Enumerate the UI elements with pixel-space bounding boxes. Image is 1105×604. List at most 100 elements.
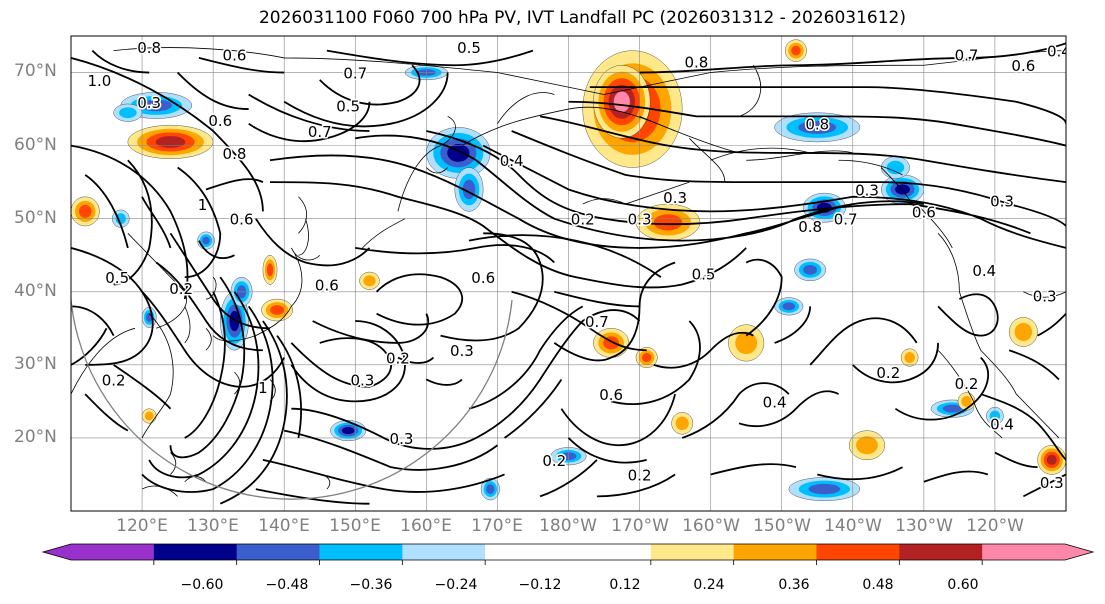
colorbar-under-arrow bbox=[43, 544, 71, 560]
contour-label: 0.6 bbox=[208, 112, 232, 130]
colorbar-segment bbox=[236, 544, 320, 560]
contour-label: 0.2 bbox=[571, 211, 595, 229]
lon-label-170e: 170°E bbox=[471, 516, 523, 536]
contour-label: 0.3 bbox=[990, 192, 1014, 210]
graticule bbox=[71, 36, 1066, 511]
contour-label: 0.2 bbox=[876, 364, 900, 382]
colorbar-segment bbox=[402, 544, 486, 560]
negative-pv-anomaly bbox=[140, 99, 173, 112]
lat-label-60n: 60°N bbox=[14, 135, 57, 155]
contour-label: 0.5 bbox=[692, 266, 716, 284]
contour-label: 0.2 bbox=[542, 452, 566, 470]
contour-label: 0.3 bbox=[390, 430, 414, 448]
lon-label-170w: 170°W bbox=[611, 516, 669, 536]
colorbar-segment bbox=[899, 544, 983, 560]
negative-pv-anomaly bbox=[486, 484, 495, 494]
colorbar-tick-p012: 0.12 bbox=[609, 577, 641, 593]
colorbar-segment bbox=[982, 544, 1066, 560]
positive-pv-anomaly bbox=[856, 436, 878, 455]
colorbar-segment bbox=[650, 544, 735, 560]
positive-pv-anomaly bbox=[641, 352, 652, 363]
colorbar-tick-p060: 0.60 bbox=[947, 577, 979, 593]
colorbar-tick-m060: −0.60 bbox=[180, 577, 224, 593]
contour-label: 0.4 bbox=[500, 152, 524, 170]
lon-label-130w: 130°W bbox=[895, 516, 953, 536]
lat-label-50n: 50°N bbox=[14, 208, 57, 228]
negative-pv-anomaly bbox=[798, 120, 837, 134]
contour-label: 1 bbox=[258, 379, 268, 397]
range-circle bbox=[71, 255, 513, 500]
contour-label: 0.5 bbox=[457, 39, 481, 57]
colorbar-segment bbox=[153, 544, 238, 560]
positive-pv-anomaly bbox=[653, 214, 683, 231]
contour-label: 1.0 bbox=[87, 72, 111, 90]
lon-label-140e: 140°E bbox=[258, 516, 310, 536]
contour-label: 0.6 bbox=[599, 386, 623, 404]
positive-pv-anomaly bbox=[904, 352, 915, 363]
contour-label: 0.3 bbox=[663, 189, 687, 207]
contour-label: 0.3 bbox=[450, 342, 474, 360]
contour-label: 0.6 bbox=[230, 211, 254, 229]
map-title: 2026031100 F060 700 hPa PV, IVT Landfall… bbox=[258, 8, 906, 28]
contour-label: 0.2 bbox=[102, 371, 126, 389]
contour-label: 0.6 bbox=[223, 46, 247, 64]
negative-pv-anomaly bbox=[895, 184, 910, 195]
lon-label-150w: 150°W bbox=[753, 516, 811, 536]
pv-anomaly-shading bbox=[71, 39, 1066, 501]
colorbar-tick-m012: −0.12 bbox=[518, 577, 562, 593]
contour-label: 0.7 bbox=[585, 313, 609, 331]
contour-label: 1 bbox=[198, 196, 208, 214]
contour-label: 0.2 bbox=[169, 280, 193, 298]
colorbar-tick-p048: 0.48 bbox=[862, 577, 894, 593]
contour-label: 0.3 bbox=[1033, 287, 1057, 305]
contour-label: 0.7 bbox=[955, 46, 979, 64]
negative-pv-anomaly bbox=[886, 160, 905, 175]
positive-pv-anomaly bbox=[1046, 454, 1057, 465]
colorbar-outline bbox=[41, 543, 1095, 561]
contour-label: 0.6 bbox=[315, 276, 339, 294]
colorbar-over-arrow bbox=[1065, 544, 1093, 560]
lat-label-20n: 20°N bbox=[14, 427, 57, 447]
contour-label: 0.2 bbox=[386, 350, 410, 368]
colorbar-segment bbox=[319, 544, 403, 560]
positive-pv-anomaly bbox=[266, 263, 274, 277]
contour-label: 0.3 bbox=[1040, 474, 1064, 492]
colorbar-tick-p036: 0.36 bbox=[778, 577, 810, 593]
contour-label: 0.2 bbox=[955, 375, 979, 393]
contour-label: 0.3 bbox=[855, 181, 879, 199]
positive-pv-anomaly bbox=[961, 395, 972, 407]
contour-label: 0.3 bbox=[628, 211, 652, 229]
contour-label: 0.8 bbox=[805, 116, 829, 134]
pv-contours bbox=[71, 43, 1066, 503]
lon-label-140w: 140°W bbox=[824, 516, 882, 536]
lon-label-160e: 160°E bbox=[400, 516, 452, 536]
colorbar bbox=[41, 543, 1095, 565]
colorbar-segment bbox=[816, 544, 900, 560]
negative-pv-anomaly bbox=[942, 404, 962, 413]
positive-pv-anomaly bbox=[155, 136, 186, 148]
negative-pv-anomaly bbox=[808, 483, 841, 495]
colorbar-segment bbox=[733, 544, 817, 560]
lon-label-120w: 120°W bbox=[966, 516, 1024, 536]
contour-label: 0.8 bbox=[137, 39, 161, 57]
positive-pv-anomaly bbox=[1014, 322, 1033, 341]
contour-label: 0.6 bbox=[912, 203, 936, 221]
colorbar-segment bbox=[485, 544, 652, 560]
contour-labels: 0.5 0.7 0.5 0.7 0.6 0.8 0.6 1.0 0.8 0.3 1 0.6 0.4 0.2… bbox=[86, 37, 1071, 493]
lon-label-150e: 150°E bbox=[329, 516, 381, 536]
lat-label-70n: 70°N bbox=[14, 61, 57, 81]
contour-label: 0.6 bbox=[1011, 57, 1035, 75]
positive-pv-anomaly bbox=[675, 416, 689, 431]
positive-pv-anomaly bbox=[363, 275, 376, 287]
contour-label: 0.4 bbox=[1047, 43, 1071, 61]
contour-label: 0.5 bbox=[105, 269, 129, 287]
colorbar-tick-p024: 0.24 bbox=[693, 577, 725, 593]
lat-label-40n: 40°N bbox=[14, 281, 57, 301]
contour-label: 0.7 bbox=[834, 211, 858, 229]
lon-label-130e: 130°E bbox=[187, 516, 239, 536]
positive-pv-anomaly bbox=[791, 45, 801, 56]
negative-pv-anomaly bbox=[341, 427, 355, 435]
contour-label: 0.6 bbox=[471, 269, 495, 287]
positive-pv-anomaly bbox=[270, 305, 285, 315]
